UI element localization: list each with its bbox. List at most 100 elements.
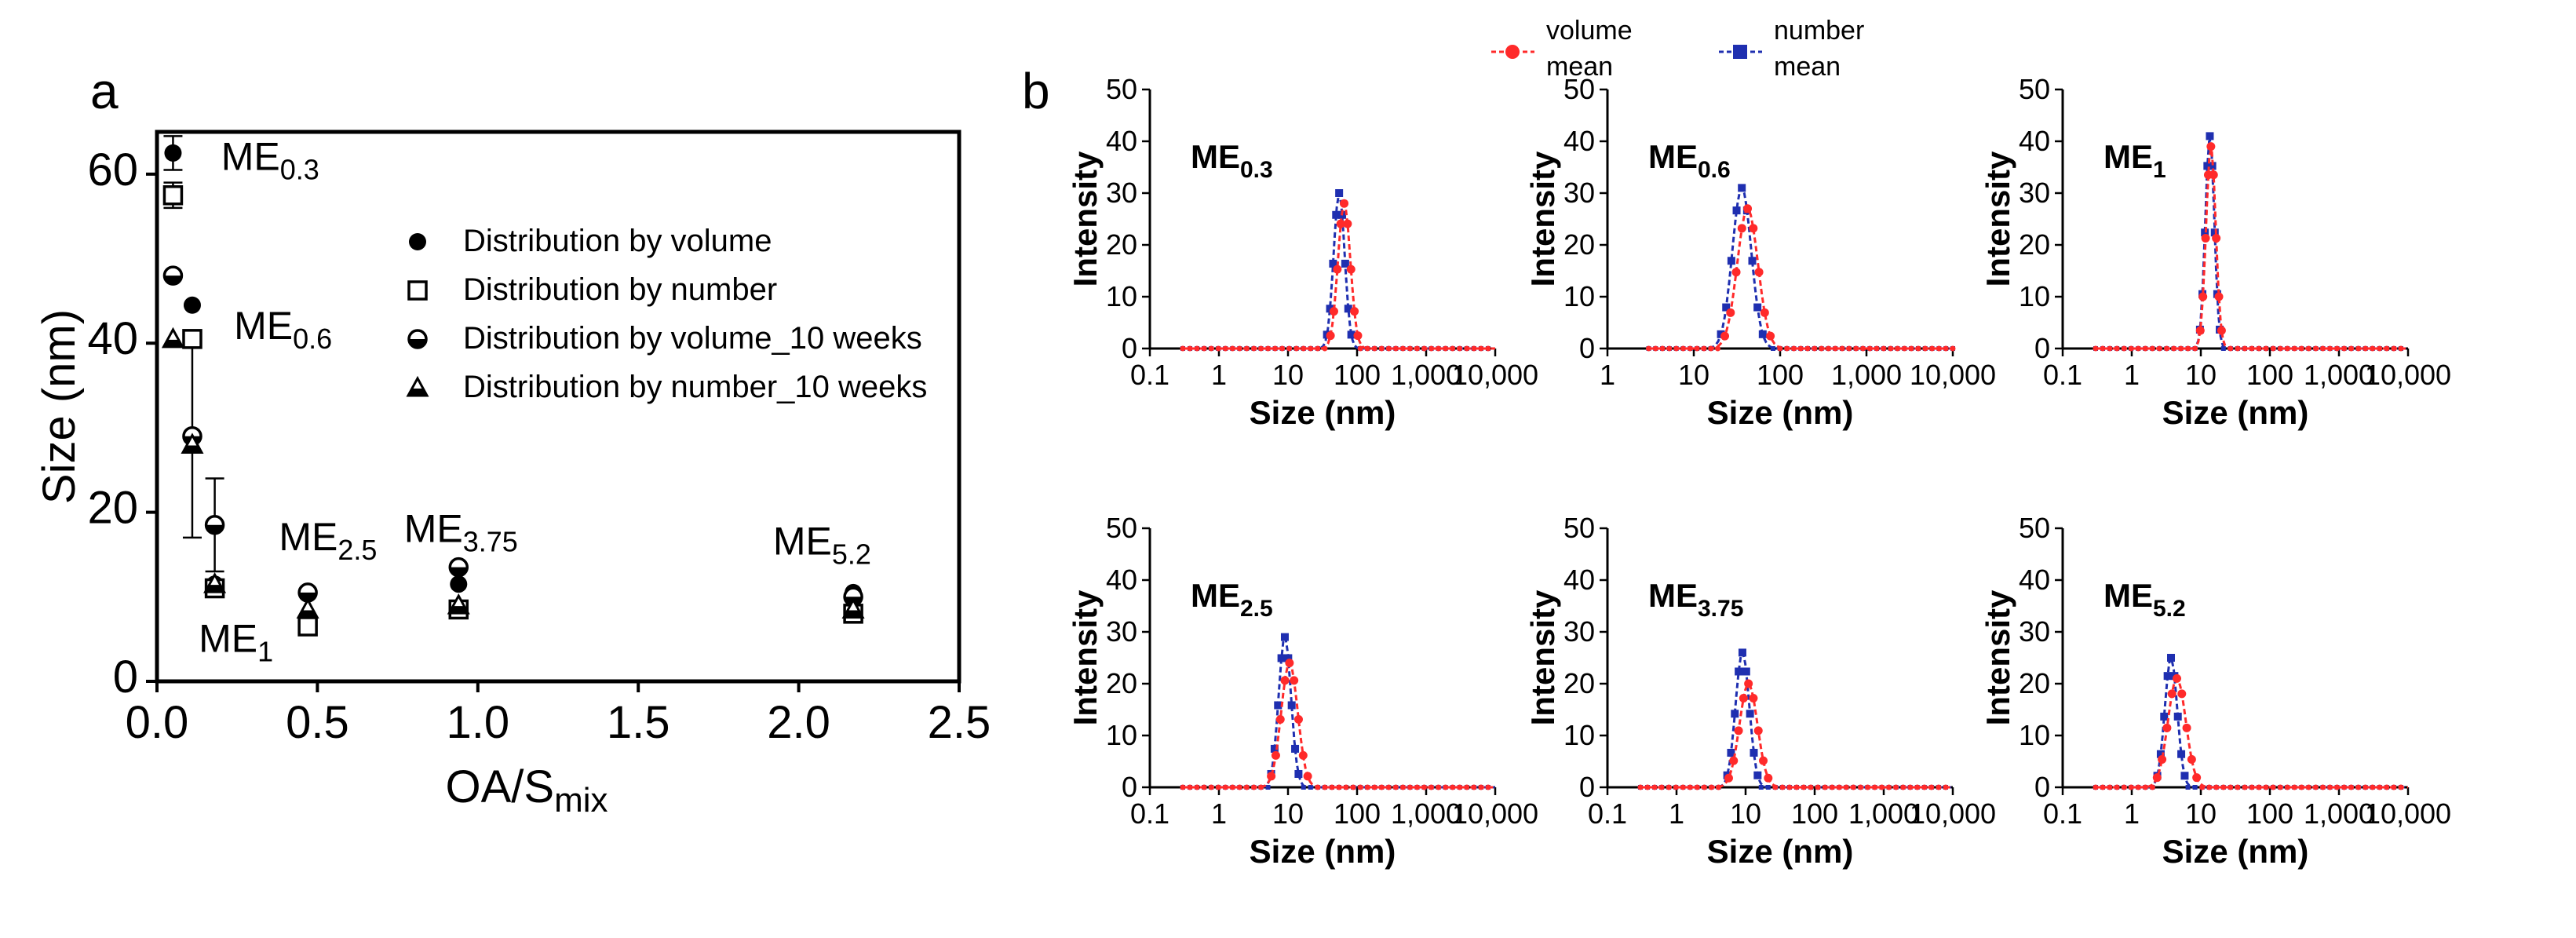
volume-point — [1222, 345, 1228, 352]
data-point-3 — [297, 582, 318, 603]
volume-point — [1680, 345, 1687, 352]
volume-point — [1786, 784, 1793, 790]
volume-point — [2242, 345, 2248, 352]
x-tick-label: 10 — [2185, 797, 2217, 830]
volume-point — [1187, 345, 1193, 352]
volume-point — [1652, 345, 1658, 352]
number-point — [2163, 672, 2172, 681]
volume-point — [1353, 331, 1363, 341]
number-point — [2210, 228, 2219, 237]
volume-point — [2121, 345, 2127, 352]
y-tick-label: 20 — [1106, 667, 1137, 699]
y-tick-label: 0 — [1579, 332, 1595, 364]
volume-point — [1836, 784, 1842, 790]
data-point-4 — [203, 572, 227, 593]
volume-point — [1301, 345, 1307, 352]
number-point — [1308, 785, 1313, 790]
panel-b-label: b — [1022, 63, 1050, 119]
volume-point — [1457, 784, 1463, 790]
number-point — [1738, 184, 1746, 192]
volume-point — [1731, 268, 1741, 277]
x-tick-label: 10 — [1272, 359, 1304, 391]
y-tick-label: 50 — [1563, 73, 1595, 105]
series-line-number — [2096, 654, 2408, 789]
x-axis-title: Size (nm) — [1707, 394, 1854, 431]
volume-point — [2249, 345, 2255, 352]
volume-point — [2355, 784, 2362, 790]
volume-point — [1822, 784, 1828, 790]
volume-point — [1329, 307, 1338, 316]
volume-point — [1343, 219, 1352, 228]
data-point-4 — [447, 593, 470, 615]
volume-point — [1275, 715, 1285, 724]
x-tick-label: 1,000 — [1848, 797, 1919, 830]
y-tick-label: 0 — [2034, 332, 2050, 364]
y-tick-label: 30 — [2019, 615, 2050, 648]
volume-point — [1450, 345, 1456, 352]
marker-triangle-fill — [205, 585, 224, 593]
marker-dot — [183, 296, 201, 314]
x-tick-label: 1,000 — [2304, 359, 2374, 391]
volume-point — [2384, 345, 2390, 352]
x-tick-label: 10,000 — [2365, 359, 2451, 391]
y-tick-label: 30 — [1106, 177, 1137, 209]
number-point — [1291, 744, 1300, 753]
volume-point — [1464, 345, 1470, 352]
volume-point — [2235, 345, 2241, 352]
data-point-3 — [843, 586, 863, 608]
x-tick-label: 100 — [1791, 797, 1838, 830]
volume-point — [1478, 784, 1484, 790]
volume-point — [1895, 345, 1901, 352]
volume-point — [1936, 784, 1942, 790]
volume-point — [2185, 345, 2191, 352]
marker-dot — [409, 233, 426, 250]
number-point — [1758, 330, 1767, 338]
volume-point — [1257, 345, 1264, 352]
volume-point — [1701, 345, 1707, 352]
legend-label: Distribution by number_10 weeks — [463, 370, 927, 404]
data-point-2 — [162, 185, 184, 206]
volume-point — [1812, 345, 1818, 352]
volume-point — [1928, 784, 1935, 790]
volume-point — [1936, 345, 1942, 352]
subplot-2: 0 10 20 30 40 50 1 10 100 1,000 10,000 Size (nm) Int… — [1524, 73, 1996, 431]
volume-point — [2348, 784, 2355, 790]
volume-point — [1343, 784, 1349, 790]
volume-point — [2198, 292, 2208, 301]
volume-point — [1908, 345, 1914, 352]
volume-point — [1436, 345, 1442, 352]
number-point — [2185, 785, 2191, 790]
volume-point — [1888, 345, 1894, 352]
volume-point — [2206, 784, 2213, 790]
volume-point — [2201, 233, 2210, 243]
number-point — [1742, 667, 1750, 676]
volume-point — [1208, 784, 1214, 790]
x-tick-label: 1 — [1211, 359, 1227, 391]
legend-marker — [1733, 45, 1747, 59]
volume-point — [2149, 345, 2155, 352]
volume-point — [1673, 784, 1679, 790]
number-point — [1294, 769, 1303, 778]
volume-point — [2291, 345, 2297, 352]
x-tick-label: 0.1 — [2043, 797, 2082, 830]
x-axis-title: Size (nm) — [1707, 833, 1854, 870]
volume-point — [1293, 345, 1300, 352]
number-point — [1727, 257, 1735, 265]
volume-point — [1943, 784, 1949, 790]
volume-point — [2156, 345, 2162, 352]
y-tick-label: 50 — [1106, 73, 1137, 105]
volume-point — [1839, 345, 1845, 352]
volume-point — [1857, 784, 1863, 790]
volume-point — [1874, 345, 1880, 352]
volume-point — [2093, 784, 2099, 790]
volume-point — [1644, 784, 1651, 790]
volume-point — [1850, 784, 1856, 790]
volume-point — [1298, 750, 1308, 760]
volume-point — [2377, 784, 2383, 790]
volume-point — [2341, 345, 2348, 352]
series-line-number — [1183, 633, 1495, 789]
y-tick-label: 30 — [1563, 615, 1595, 648]
volume-point — [1399, 345, 1406, 352]
volume-point — [1715, 345, 1721, 352]
